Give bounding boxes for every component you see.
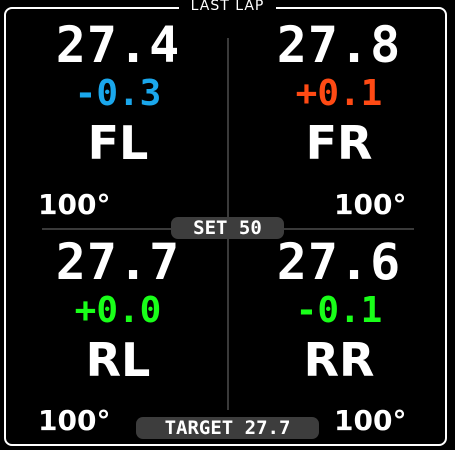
tire-pressure-rl: 27.7: [55, 233, 181, 291]
tire-corner-label-rl: RL: [85, 333, 151, 387]
tire-panel-fr: 27.8 +0.1 FR: [225, 18, 453, 168]
tire-panel-fl: 27.4 -0.3 FL: [4, 18, 232, 168]
tire-delta-fr: +0.1: [295, 73, 383, 114]
tire-panel-rr: 27.6 -0.1 RR: [225, 235, 453, 385]
tire-temp-fr: 100°: [334, 188, 407, 221]
tire-corner-label-fr: FR: [305, 116, 373, 170]
tire-delta-rl: +0.0: [74, 290, 162, 331]
tire-pressure-fr: 27.8: [276, 16, 402, 74]
tire-delta-fl: -0.3: [74, 73, 162, 114]
frame-title-text: LAST LAP: [178, 0, 277, 14]
tire-temp-rl: 100°: [38, 404, 111, 437]
tire-corner-label-fl: FL: [87, 116, 149, 170]
tire-delta-rr: -0.1: [295, 290, 383, 331]
tire-pressure-rr: 27.6: [276, 233, 402, 291]
target-pressure-badge: TARGET 27.7: [136, 417, 319, 439]
tire-temp-rr: 100°: [334, 404, 407, 437]
tire-pressure-fl: 27.4: [55, 16, 181, 74]
frame-title: LAST LAP: [0, 0, 455, 14]
tire-panel-rl: 27.7 +0.0 RL: [4, 235, 232, 385]
tire-corner-label-rr: RR: [303, 333, 375, 387]
tire-temp-fl: 100°: [38, 188, 111, 221]
set-pressure-badge: SET 50: [171, 217, 284, 239]
